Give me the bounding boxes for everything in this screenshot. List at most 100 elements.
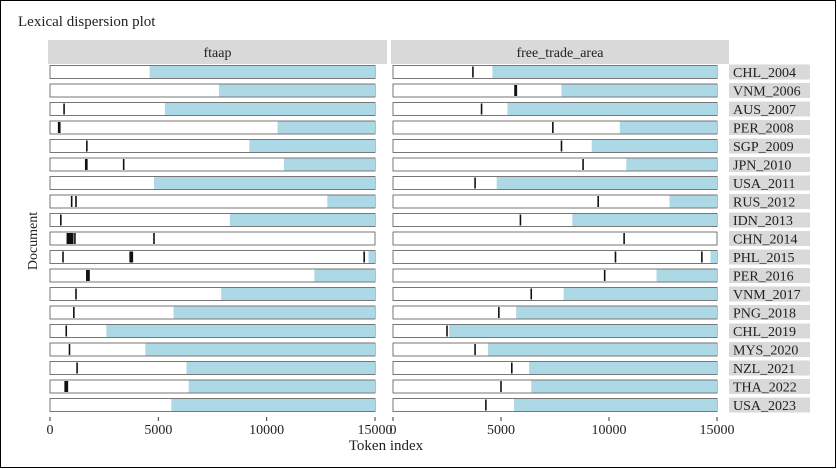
document-label: SGP_2009 [733,140,794,155]
document-label-strip [729,120,810,135]
document-label-strip [729,379,810,394]
document-label: CHL_2004 [733,66,796,81]
chart-title: Lexical dispersion plot [18,14,156,30]
shaded-region [669,195,717,208]
facet-strip [48,40,387,64]
shaded-region [368,251,375,263]
document-label-strip [729,101,810,117]
document-rows-layer: CHL_2004 VNM_2006 AUS_2007 PER_2008 SGP_2009… [49,64,810,414]
x-tick-label: 15000 [700,423,735,438]
document-label: THA_2022 [733,381,797,396]
document-label: USA_2011 [733,177,796,192]
document-label: PER_2008 [733,122,794,137]
document-label-strip [729,175,810,191]
document-bar [49,194,376,209]
shaded-region [563,288,717,300]
x-tick-label: 15000 [358,423,393,438]
shaded-region [277,121,375,134]
shaded-region [513,399,717,411]
document-label-strip [729,231,810,246]
document-label-strip [729,83,810,98]
document-label-strip [729,323,810,339]
document-label: VNM_2017 [733,288,801,303]
document-label-strip [729,397,810,413]
facet-label: ftaap [204,46,232,61]
shaded-region [516,306,717,319]
document-label: NZL_2021 [733,362,795,377]
document-label-strip [729,157,810,172]
shaded-region [284,158,375,171]
document-label-strip [729,305,810,320]
document-bar [49,250,376,264]
document-label: CHL_2019 [733,325,796,340]
shaded-region [496,177,717,189]
document-label-strip [729,342,810,357]
document-label-strip [729,212,810,228]
x-tick-label: 0 [47,423,54,438]
shaded-region [492,66,717,78]
shaded-region [229,214,375,226]
shaded-region [619,121,717,134]
document-label: JPN_2010 [733,159,791,174]
document-label: PER_2016 [733,270,794,285]
document-label-strip [729,138,810,154]
shaded-region [188,380,375,393]
document-label-strip [729,249,810,265]
document-label: MYS_2020 [733,344,798,359]
document-label: AUS_2007 [733,103,796,118]
shaded-region [106,325,375,337]
x-axis-label: Token index [349,438,424,454]
facet-strip [391,40,729,64]
shaded-region [145,343,375,356]
shaded-region [488,343,717,356]
document-label-strip [729,268,810,283]
x-tick-label: 10000 [592,423,627,438]
shaded-region [314,269,375,282]
document-bar [392,194,718,209]
shaded-region [221,288,375,300]
shaded-region [186,362,375,374]
shaded-region [572,214,717,226]
document-label-strip [729,194,810,209]
shaded-region [173,306,375,319]
shaded-region [327,195,375,208]
shaded-region [626,158,717,171]
document-label: IDN_2013 [733,214,793,229]
shaded-region [561,84,717,97]
shaded-region [449,325,717,337]
x-tick-label: 5000 [487,423,515,438]
document-label-strip [729,286,810,302]
document-label: PNG_2018 [733,307,796,322]
document-bar [392,250,718,264]
document-label-strip [729,360,810,376]
shaded-region [149,66,375,78]
document-label: VNM_2006 [733,85,801,100]
shaded-region [249,140,375,152]
x-tick-label: 5000 [144,423,172,438]
shaded-region [531,380,717,393]
facet-label: free_trade_area [516,46,604,61]
shaded-region [710,251,717,263]
shaded-region [507,103,717,115]
document-label: PHL_2015 [733,251,794,266]
shaded-region [171,399,375,411]
shaded-region [154,177,375,189]
document-bar [49,231,376,246]
document-label-strip [729,64,810,80]
shaded-region [529,362,717,374]
x-tick-label: 0 [390,423,397,438]
x-tick-label: 10000 [249,423,284,438]
document-label: CHN_2014 [733,233,798,248]
panels-layer: ftaap free_trade_area [48,40,729,64]
shaded-region [591,140,717,152]
document-label: RUS_2012 [733,196,795,211]
y-axis-label: Document [26,212,41,270]
shaded-region [164,103,375,115]
document-label: USA_2023 [733,399,796,414]
shaded-region [219,84,375,97]
shaded-region [656,269,717,282]
document-bar [392,231,718,246]
